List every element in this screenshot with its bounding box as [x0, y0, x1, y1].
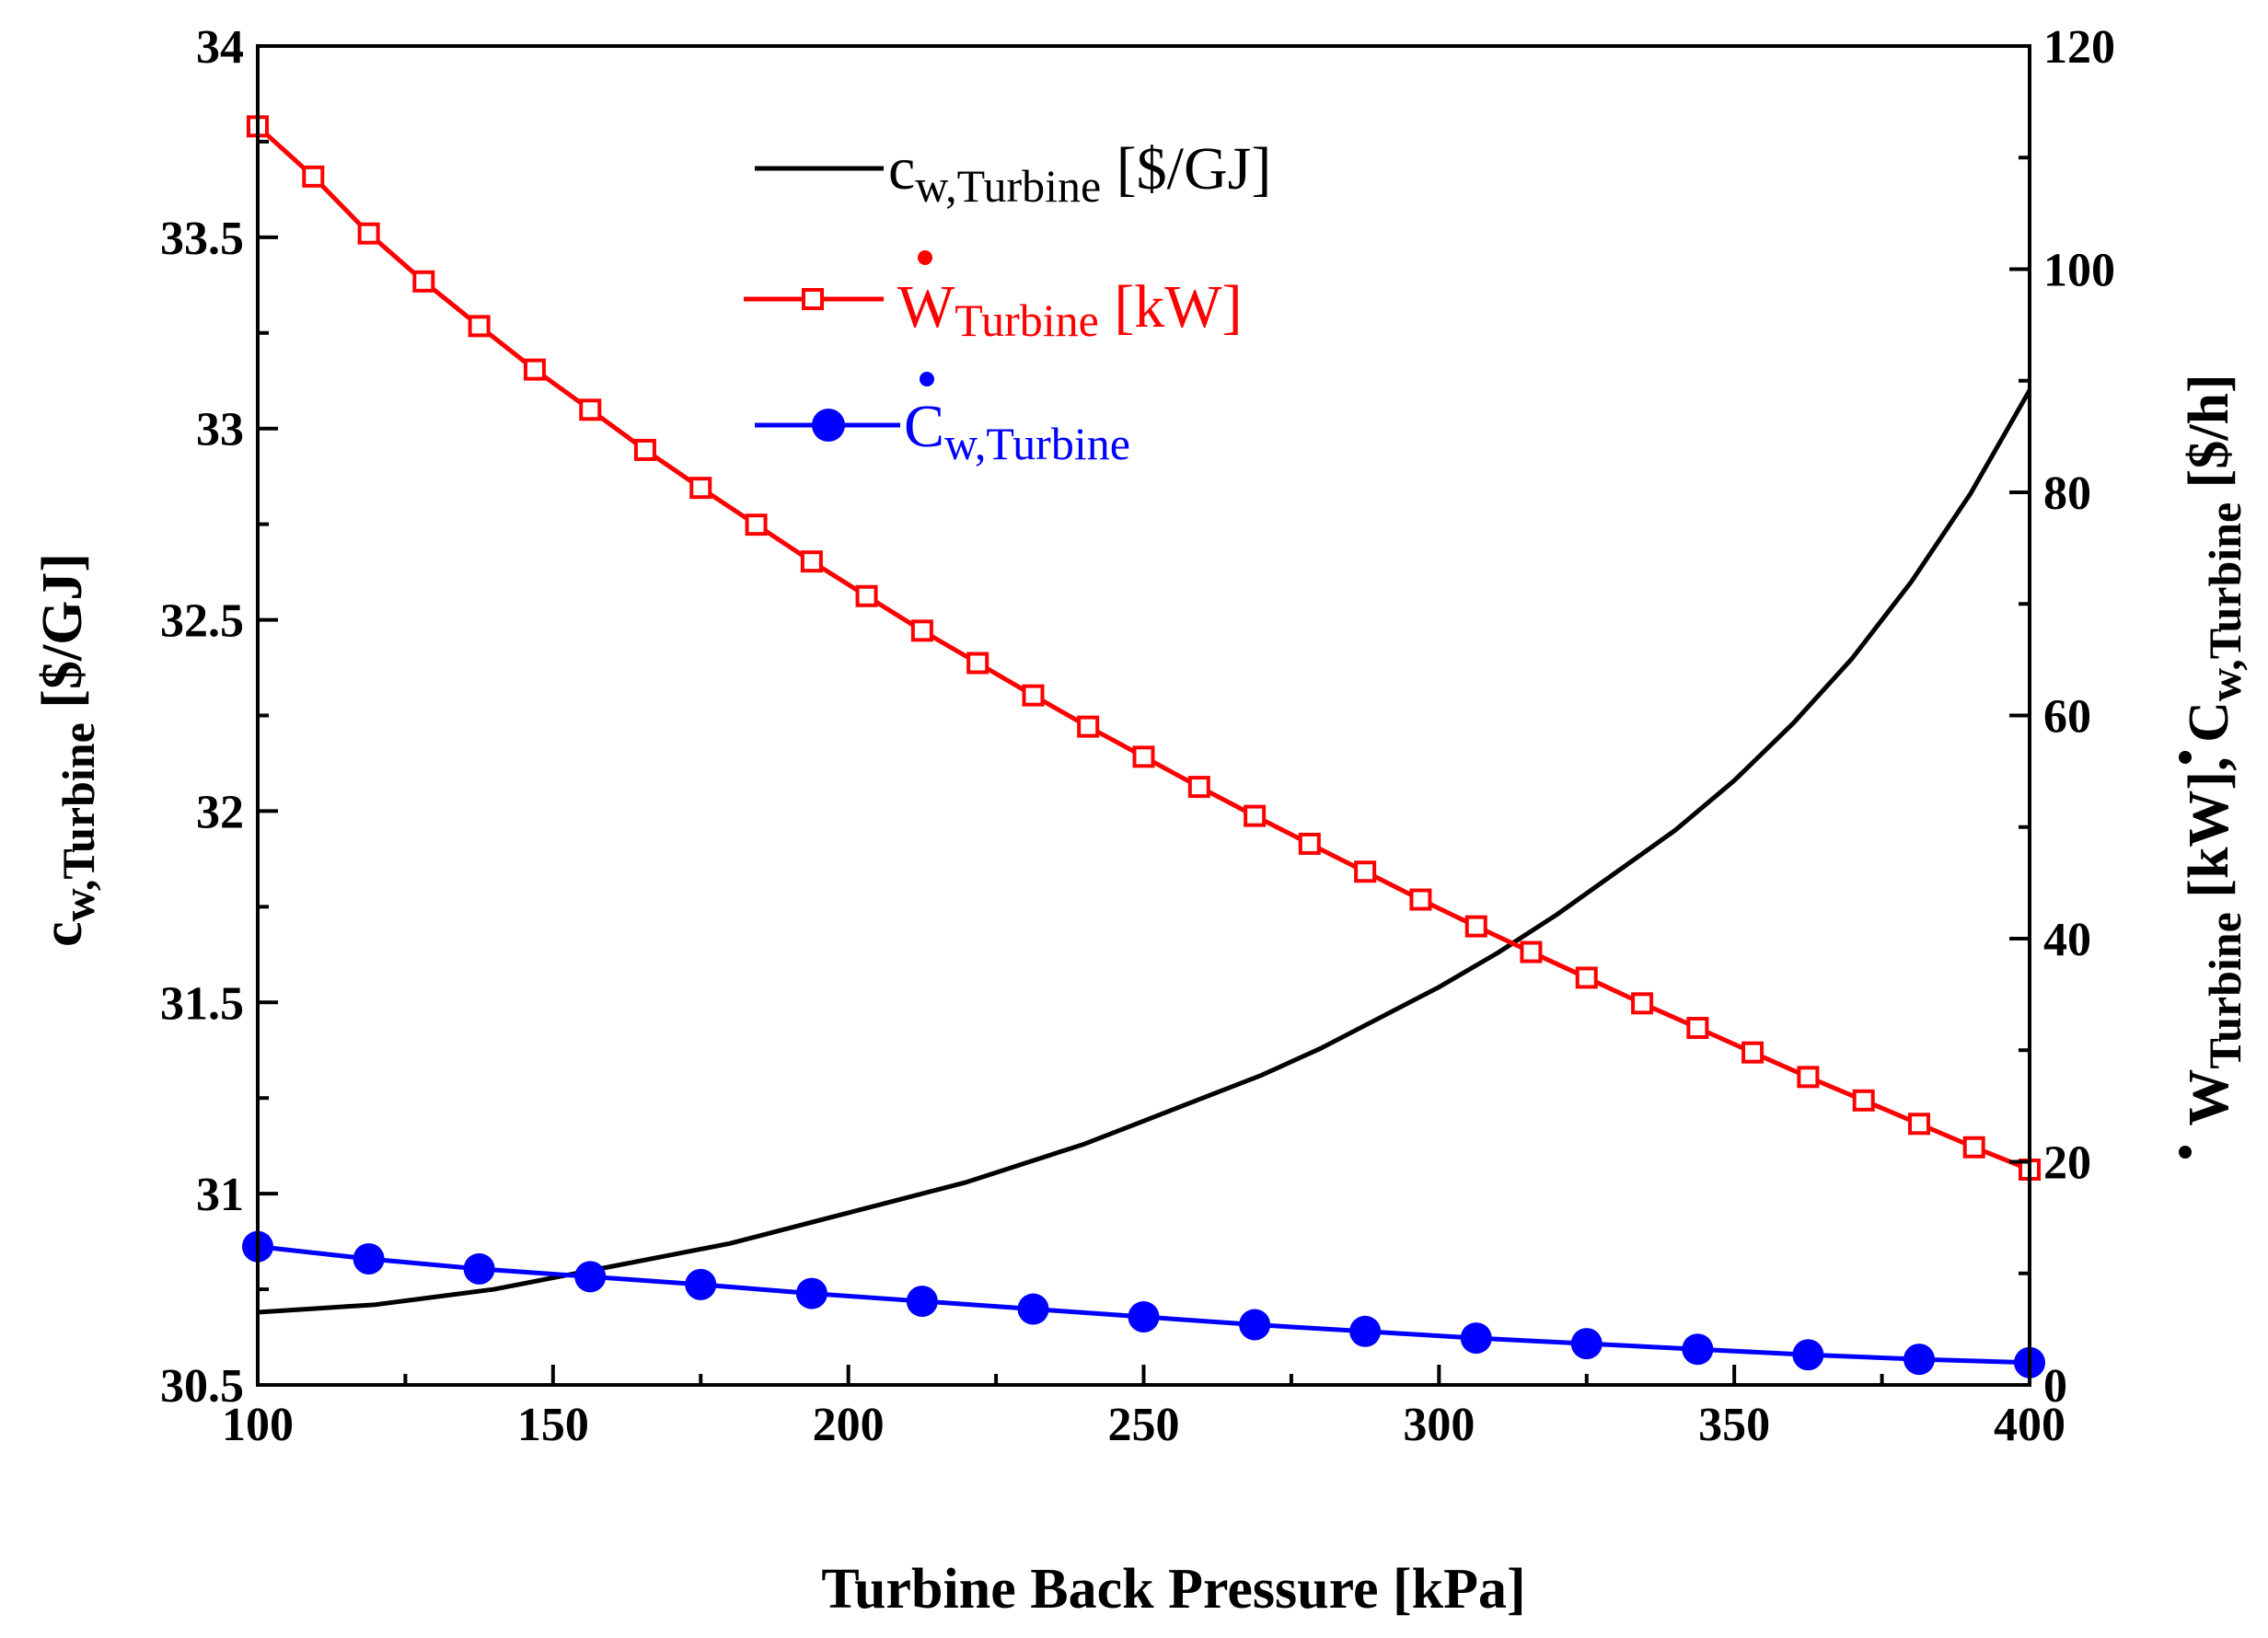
y-axis-title-right: WTurbine [kW], Cw,Turbine [$/h]: [2178, 374, 2251, 1125]
data-point-cdot: [1904, 1344, 1936, 1376]
y-left-tick-label: 34: [196, 21, 244, 74]
data-point-w: [302, 165, 325, 188]
y-left-title-sub: w,Turbine: [52, 722, 104, 921]
data-point-w: [1631, 992, 1654, 1015]
legend-marker-cdot: [812, 409, 845, 442]
x-tick-label: 300: [1403, 1399, 1475, 1451]
legend-dot-w: [918, 250, 932, 265]
data-point-w: [1908, 1113, 1931, 1136]
data-point-cdot: [1017, 1293, 1049, 1325]
axes: 100 150 200 250 300 350 40030.53131.53232.5333…: [160, 21, 2115, 1451]
data-point-w: [1464, 915, 1487, 938]
data-point-w: [579, 398, 602, 421]
data-point-w: [966, 652, 989, 675]
data-point-w: [910, 619, 933, 642]
legend-label-w: WTurbine [kW]: [897, 273, 1243, 346]
data-point-cdot: [463, 1252, 495, 1285]
data-point-cdot: [353, 1242, 385, 1275]
data-point-w: [633, 438, 656, 461]
legend: cw,Turbine [$/GJ] WTurbine [kW] Cw,Turbi…: [744, 135, 1271, 469]
y-right-title-c-sub: w,Turbine: [2199, 502, 2251, 701]
series-c-line: [257, 388, 2032, 1315]
legend-label-c: cw,Turbine [$/GJ]: [888, 135, 1271, 212]
data-point-w: [1244, 804, 1267, 827]
y-right-tick-label: 100: [2043, 245, 2115, 297]
x-tick-label: 150: [517, 1399, 589, 1451]
y-right-title-c-dot: [2179, 751, 2192, 764]
y-right-tick-label: 0: [2043, 1360, 2067, 1413]
y-right-title-w-sub: Turbine: [2199, 912, 2251, 1068]
y-right-tick-label: 80: [2043, 467, 2091, 520]
data-point-cdot: [574, 1261, 607, 1293]
data-point-w: [523, 358, 546, 381]
legend-marker-w: [802, 288, 824, 310]
y-left-tick-label: 32: [196, 786, 244, 838]
data-point-w: [800, 550, 823, 573]
x-tick-label: 200: [813, 1399, 885, 1451]
data-point-w: [1132, 745, 1155, 768]
y-left-tick-label: 32.5: [160, 595, 244, 648]
data-point-w: [689, 477, 712, 500]
y-right-title-c: C: [2178, 701, 2240, 743]
data-point-w: [1077, 715, 1100, 738]
data-point-cdot: [1792, 1339, 1824, 1371]
y-axis-title-left: cw,Turbine [$/GJ]: [31, 553, 104, 947]
y-left-tick-label: 30.5: [160, 1360, 244, 1413]
y-right-title-w-dot: [2179, 1146, 2192, 1159]
data-point-w: [412, 270, 435, 293]
data-point-cdot: [1460, 1322, 1492, 1355]
y-left-tick-label: 31.5: [160, 977, 244, 1030]
x-axis-title: Turbine Back Pressure [kPa]: [821, 1558, 1525, 1621]
x-tick-label: 350: [1698, 1399, 1770, 1451]
y-right-tick-label: 120: [2043, 21, 2115, 74]
y-left-tick-label: 33.5: [160, 213, 244, 265]
y-right-tick-label: 20: [2043, 1137, 2091, 1190]
y-right-title-unit: [$/h]: [2178, 374, 2240, 502]
data-point-w: [1852, 1089, 1875, 1112]
x-tick-label: 400: [1994, 1399, 2066, 1451]
data-point-w: [1797, 1066, 1820, 1089]
y-right-tick-label: 40: [2043, 914, 2091, 966]
data-point-w: [1354, 860, 1377, 883]
data-point-cdot: [685, 1268, 717, 1300]
data-point-w: [468, 315, 491, 338]
data-point-cdot: [1570, 1328, 1603, 1360]
data-point-w: [1187, 776, 1210, 799]
data-point-cdot: [1682, 1333, 1714, 1366]
data-point-w: [1686, 1017, 1709, 1039]
y-right-title-w: W: [2178, 1069, 2240, 1126]
data-point-w: [1298, 832, 1321, 855]
data-point-w: [1409, 888, 1432, 911]
data-point-w: [1022, 684, 1045, 707]
data-point-cdot: [1128, 1301, 1160, 1333]
data-point-w: [745, 513, 768, 536]
y-left-title-unit: [$/GJ]: [31, 553, 94, 722]
y-left-title-main: c: [31, 922, 94, 948]
data-point-w: [855, 584, 878, 607]
data-point-w: [1575, 966, 1598, 989]
data-point-cdot: [795, 1277, 827, 1309]
y-right-title-mid: [kW],: [2178, 743, 2240, 912]
data-point-w: [1520, 940, 1543, 963]
data-point-cdot: [1239, 1309, 1271, 1341]
data-point-w: [1962, 1136, 1985, 1159]
y-left-tick-label: 31: [196, 1169, 244, 1221]
data-point-cdot: [906, 1286, 938, 1318]
y-right-tick-label: 60: [2043, 691, 2091, 744]
x-tick-label: 100: [222, 1399, 294, 1451]
legend-label-cdot: Cw,Turbine: [904, 393, 1130, 469]
data-point-cdot: [1349, 1315, 1382, 1347]
x-tick-label: 250: [1108, 1399, 1180, 1451]
y-left-tick-label: 33: [196, 404, 244, 456]
data-point-w: [1742, 1041, 1765, 1064]
legend-dot-cdot: [920, 372, 934, 386]
data-point-w: [357, 222, 380, 245]
plot-area: [242, 115, 2045, 1378]
